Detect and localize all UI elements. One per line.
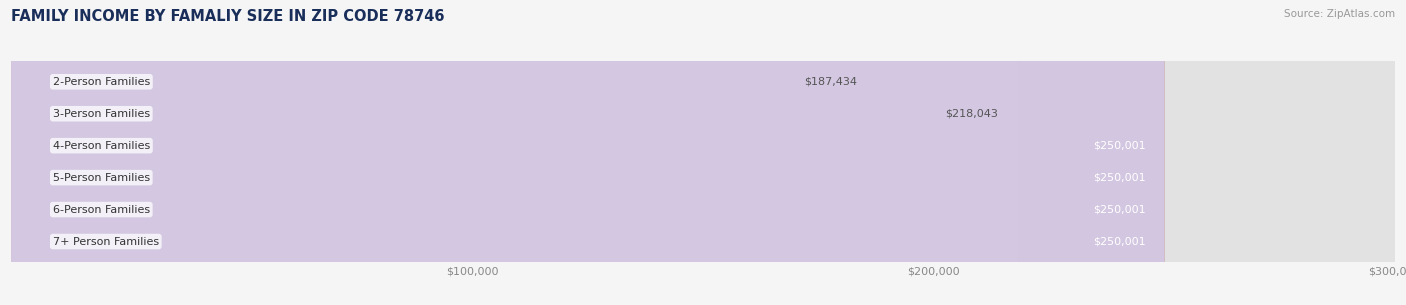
Text: 3-Person Families: 3-Person Families [53, 109, 150, 119]
FancyBboxPatch shape [11, 0, 1164, 305]
Text: $250,001: $250,001 [1092, 205, 1146, 215]
Text: 2-Person Families: 2-Person Families [53, 77, 150, 87]
Text: 5-Person Families: 5-Person Families [53, 173, 150, 183]
FancyBboxPatch shape [11, 0, 1164, 305]
Text: FAMILY INCOME BY FAMALIY SIZE IN ZIP CODE 78746: FAMILY INCOME BY FAMALIY SIZE IN ZIP COD… [11, 9, 444, 24]
FancyBboxPatch shape [11, 0, 1395, 305]
FancyBboxPatch shape [11, 0, 1164, 305]
FancyBboxPatch shape [11, 0, 1164, 305]
FancyBboxPatch shape [11, 0, 1395, 305]
Text: $250,001: $250,001 [1092, 141, 1146, 151]
Text: $250,001: $250,001 [1092, 237, 1146, 246]
FancyBboxPatch shape [11, 0, 1017, 305]
FancyBboxPatch shape [11, 0, 1164, 305]
FancyBboxPatch shape [11, 0, 1164, 305]
FancyBboxPatch shape [11, 0, 1395, 305]
Text: 7+ Person Families: 7+ Person Families [53, 237, 159, 246]
FancyBboxPatch shape [11, 0, 876, 305]
FancyBboxPatch shape [11, 0, 876, 305]
Text: Source: ZipAtlas.com: Source: ZipAtlas.com [1284, 9, 1395, 19]
Text: $218,043: $218,043 [945, 109, 998, 119]
FancyBboxPatch shape [11, 0, 1395, 305]
FancyBboxPatch shape [11, 0, 1017, 305]
FancyBboxPatch shape [11, 0, 1395, 305]
Text: 6-Person Families: 6-Person Families [53, 205, 150, 215]
FancyBboxPatch shape [11, 0, 1164, 305]
Text: 4-Person Families: 4-Person Families [53, 141, 150, 151]
FancyBboxPatch shape [11, 0, 1395, 305]
Text: $250,001: $250,001 [1092, 173, 1146, 183]
FancyBboxPatch shape [11, 0, 1164, 305]
Text: $187,434: $187,434 [804, 77, 858, 87]
